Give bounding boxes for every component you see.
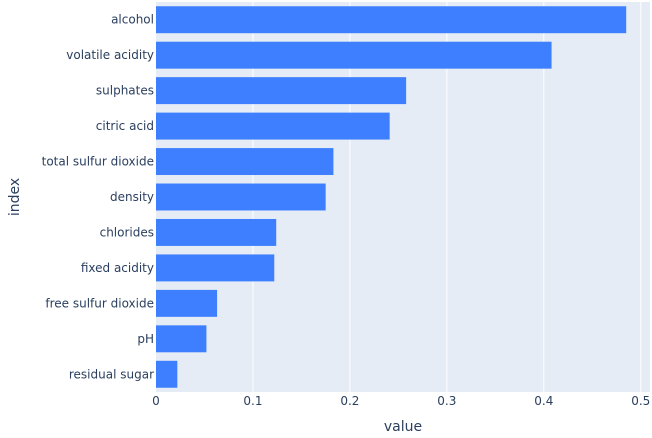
x-tick-label: 0.1 <box>243 394 262 408</box>
bar <box>156 218 277 246</box>
x-tick-label: 0.2 <box>340 394 359 408</box>
bars <box>156 6 627 388</box>
bar <box>156 183 326 211</box>
y-tick-label: density <box>110 190 154 204</box>
bar <box>156 6 627 34</box>
bar <box>156 325 207 353</box>
x-tick-label: 0.5 <box>631 394 650 408</box>
y-tick-label: citric acid <box>96 119 154 133</box>
y-tick-label: alcohol <box>111 13 154 27</box>
y-tick-label: fixed acidity <box>81 261 154 275</box>
bar <box>156 360 178 388</box>
y-tick-label: chlorides <box>100 225 154 239</box>
y-tick-label: volatile acidity <box>66 48 154 62</box>
bar <box>156 77 407 105</box>
x-tick-label: 0.4 <box>534 394 553 408</box>
x-tick-labels: 0 0.1 0.2 0.3 0.4 0.5 <box>152 394 650 408</box>
y-tick-label: free sulfur dioxide <box>45 296 154 310</box>
x-tick-label: 0 <box>152 394 160 408</box>
y-tick-label: total sulfur dioxide <box>42 155 154 169</box>
y-tick-label: residual sugar <box>69 367 154 381</box>
y-axis-title: index <box>7 178 23 216</box>
bar <box>156 148 334 176</box>
bar <box>156 289 218 317</box>
y-tick-label: pH <box>137 332 154 346</box>
x-axis-title: value <box>384 419 422 435</box>
x-tick-label: 0.3 <box>437 394 456 408</box>
y-tick-label: sulphates <box>96 84 154 98</box>
y-tick-labels: alcohol volatile acidity sulphates citric a… <box>42 13 154 382</box>
bar <box>156 112 390 140</box>
bar <box>156 41 552 69</box>
bar <box>156 254 275 282</box>
